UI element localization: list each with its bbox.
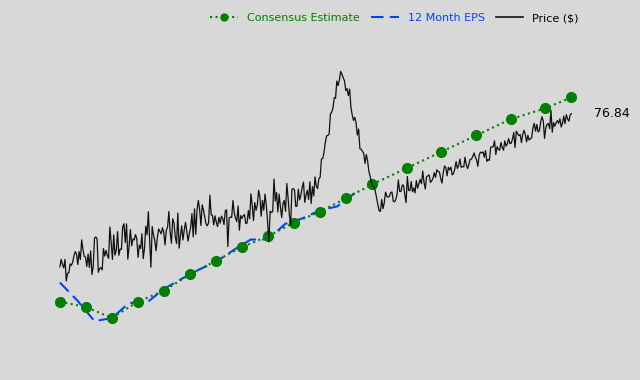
Legend: Consensus Estimate, 12 Month EPS, Price ($): Consensus Estimate, 12 Month EPS, Price … [206, 9, 583, 28]
Text: 76.84: 76.84 [594, 107, 630, 120]
